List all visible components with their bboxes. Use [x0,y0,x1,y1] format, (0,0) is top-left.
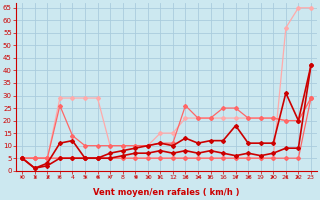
X-axis label: Vent moyen/en rafales ( km/h ): Vent moyen/en rafales ( km/h ) [93,188,240,197]
